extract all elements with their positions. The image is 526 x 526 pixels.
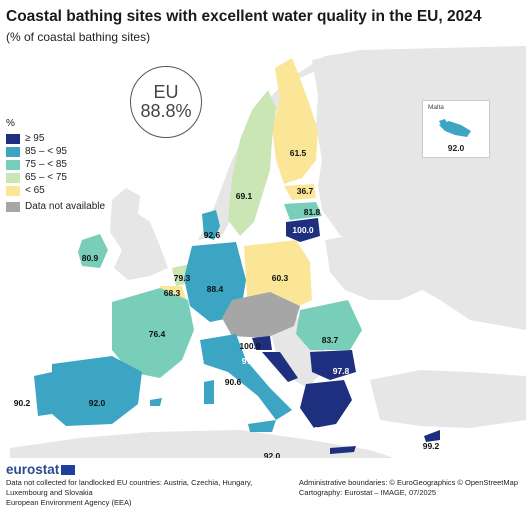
legend-label: 75 – < 85	[25, 159, 67, 170]
malta-inset: Malta 92.0	[422, 100, 490, 158]
legend-item: 65 – < 75	[6, 171, 105, 184]
sweden-region	[228, 90, 276, 236]
legend-swatch	[6, 185, 20, 196]
value-croatia: 97.1	[241, 356, 259, 366]
balearic-region	[150, 398, 162, 406]
czechia-austria-region	[222, 292, 300, 338]
value-portugal: 90.2	[13, 398, 31, 408]
map-title: Coastal bathing sites with excellent wat…	[6, 8, 482, 25]
slovenia-region	[252, 336, 272, 350]
legend-item: ≥ 95	[6, 132, 105, 145]
map-subtitle: (% of coastal bathing sites)	[6, 30, 151, 44]
portugal-region	[34, 372, 52, 416]
finland-region	[272, 58, 318, 184]
legend-item: 75 – < 85	[6, 158, 105, 171]
value-greece: 97.0	[313, 425, 331, 435]
value-cyprus: 99.2	[422, 441, 440, 451]
value-belgium: 68.3	[163, 288, 181, 298]
sardinia-region	[204, 380, 214, 404]
value-lithuania: 100.0	[292, 225, 314, 235]
spain-region	[52, 356, 142, 426]
value-latvia: 81.8	[303, 207, 321, 217]
uk-land	[110, 188, 168, 280]
value-ireland: 80.9	[81, 253, 99, 263]
romania-region	[296, 300, 362, 350]
value-malta-map: 92.0	[263, 451, 281, 461]
eu-label: EU	[153, 82, 179, 103]
footer-credits: Administrative boundaries: © EuroGeograp…	[299, 478, 518, 498]
africa-land	[10, 430, 400, 460]
legend-label: 65 – < 75	[25, 172, 67, 183]
eu-flag-icon	[61, 464, 76, 475]
note-line: Data not collected for landlocked EU cou…	[6, 478, 253, 487]
legend-swatch	[6, 133, 20, 144]
note-line: Luxembourg and Slovakia	[6, 488, 93, 497]
legend-item: < 65	[6, 184, 105, 197]
credit-line: Administrative boundaries: © EuroGeograp…	[298, 478, 518, 487]
value-netherlands: 79.3	[173, 273, 191, 283]
bulgaria-region	[310, 350, 356, 380]
denmark-region	[202, 210, 220, 240]
value-slovenia: 100.0	[239, 341, 261, 351]
latvia-region	[284, 202, 322, 220]
value-italy: 90.6	[224, 377, 242, 387]
sicily-region	[248, 420, 276, 432]
crete-region	[330, 446, 356, 454]
legend-swatch	[6, 172, 20, 183]
legend-label: 85 – < 95	[25, 146, 67, 157]
legend-swatch	[6, 146, 20, 157]
malta-island	[439, 119, 471, 137]
ukraine-belarus-land	[325, 232, 440, 300]
malta-name: Malta	[428, 104, 444, 111]
italy-region	[200, 334, 292, 420]
legend-label: Data not available	[25, 201, 106, 212]
eurostat-logo: eurostat	[6, 462, 76, 477]
eu-value: 88.8%	[140, 101, 192, 121]
credit-line: Cartography: Eurostat – IMAGE, 07/2025	[298, 488, 437, 497]
value-germany: 88.4	[206, 284, 224, 294]
legend-item-na: Data not available	[6, 200, 105, 213]
legend-swatch	[6, 159, 20, 170]
eu-average-badge: EU 88.8%	[130, 66, 202, 138]
footer: eurostat Data not collected for landlock…	[0, 458, 526, 526]
source-line: European Environment Agency (EEA)	[6, 498, 132, 507]
lithuania-region	[286, 218, 320, 242]
estonia-region	[284, 184, 316, 200]
value-finland: 61.5	[289, 148, 307, 158]
germany-region	[184, 242, 246, 322]
value-sweden: 69.1	[235, 191, 253, 201]
value-france: 76.4	[148, 329, 166, 339]
legend-label: ≥ 95	[25, 133, 45, 144]
cyprus-region	[424, 430, 440, 442]
legend-unit: %	[6, 118, 15, 129]
value-spain: 92.0	[88, 398, 106, 408]
legend-label: < 65	[25, 185, 45, 196]
value-estonia: 36.7	[296, 186, 314, 196]
croatia-region	[262, 352, 298, 382]
value-poland: 60.3	[271, 273, 289, 283]
legend-swatch	[6, 201, 20, 212]
greece-region	[300, 380, 352, 428]
ireland-region	[78, 234, 108, 268]
legend-item: 85 – < 95	[6, 145, 105, 158]
value-romania: 83.7	[321, 335, 339, 345]
turkey-land	[370, 370, 526, 428]
value-denmark: 92.6	[203, 230, 221, 240]
logo-text: eurostat	[6, 462, 60, 477]
value-bulgaria: 97.8	[332, 366, 350, 376]
map-legend: % ≥ 95 85 – < 95 75 – < 85 65 – < 75 < 6…	[6, 118, 105, 213]
footer-notes: Data not collected for landlocked EU cou…	[6, 478, 296, 508]
france-region	[112, 288, 194, 378]
malta-value: 92.0	[447, 143, 465, 153]
